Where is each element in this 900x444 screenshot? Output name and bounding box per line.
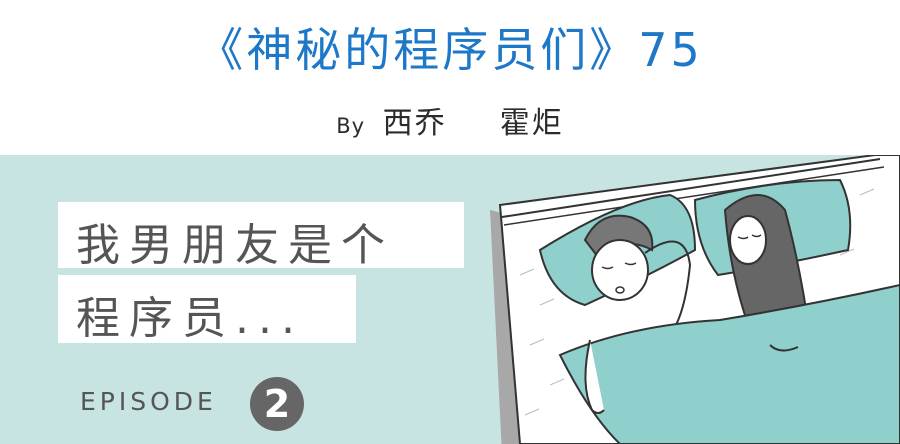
caption-box-2: 程序员... — [58, 275, 356, 344]
by-label: By — [336, 114, 366, 138]
comic-title: 《神秘的程序员们》75 — [197, 23, 703, 77]
caption-line-1: 我男朋友是个 — [76, 220, 394, 271]
man-arm — [644, 240, 692, 336]
comic-panel: 我男朋友是个 程序员... EPISODE 2 — [0, 155, 900, 444]
author-byline: By 西乔 霍炬 — [0, 98, 900, 142]
episode-label: EPISODE — [80, 387, 217, 416]
man-hand — [584, 339, 605, 414]
couple-in-bed-illustration — [490, 155, 900, 444]
woman-face — [729, 215, 767, 265]
episode-number-badge: 2 — [250, 377, 304, 431]
author-name-2: 霍炬 — [499, 106, 564, 141]
comic-header: 《神秘的程序员们》75 By 西乔 霍炬 — [0, 0, 900, 155]
caption-line-2: 程序员... — [76, 293, 304, 344]
blanket — [558, 283, 900, 444]
author-name-1: 西乔 — [382, 106, 447, 141]
caption-box-1: 我男朋友是个 — [58, 202, 464, 271]
woman-hand — [769, 344, 799, 352]
man-face — [591, 239, 649, 301]
